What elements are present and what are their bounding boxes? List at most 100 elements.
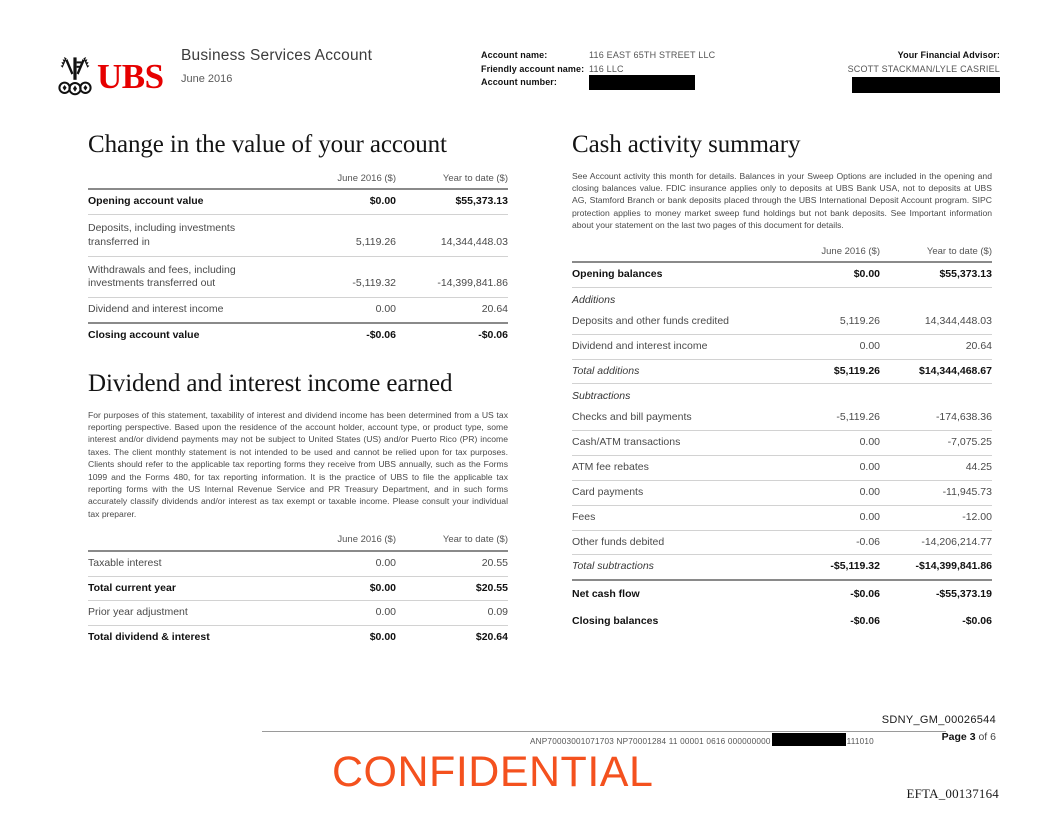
col-header-june: June 2016 ($) [821, 245, 880, 257]
table-row: Opening account value $0.00 $55,373.13 [88, 188, 508, 215]
row-label: Dividend and interest income [88, 297, 284, 325]
confidential-watermark: CONFIDENTIAL [332, 748, 654, 796]
row-june: -0.06 [768, 530, 880, 556]
row-label: Opening balances [572, 261, 768, 288]
bates-number: SDNY_GM_00026544 [881, 714, 996, 726]
table-row: Total dividend & interest $0.00 $20.64 [88, 626, 508, 650]
page-label: Page [941, 731, 967, 743]
row-june: 0.00 [768, 430, 880, 456]
row-label: Checks and bill payments [572, 406, 768, 432]
table-row: Fees 0.00 -12.00 [572, 505, 992, 531]
page-total: 6 [990, 731, 996, 743]
row-ytd: 20.64 [880, 334, 992, 360]
table-row: Total additions $5,119.26 $14,344,468.67 [572, 359, 992, 385]
row-label: Total dividend & interest [88, 631, 210, 644]
row-ytd: 14,344,448.03 [880, 309, 992, 335]
footer-divider [262, 731, 946, 732]
row-label: Card payments [572, 480, 768, 506]
col-header-blank [88, 534, 284, 551]
account-number-label: Account number: [481, 77, 558, 87]
financial-advisor-name: SCOTT STACKMAN/LYLE CASRIEL [847, 63, 1000, 74]
row-ytd: 20.64 [396, 297, 508, 325]
table-row: Total current year $0.00 $20.55 [88, 576, 508, 602]
row-june: 5,119.26 [284, 214, 396, 257]
account-name-row: Account name: 116 EAST 65TH STREET LLC [481, 49, 715, 63]
row-june: -5,119.26 [768, 406, 880, 432]
row-label: Fees [572, 505, 768, 531]
table-row: Net cash flow -$0.06 -$55,373.19 [572, 580, 992, 608]
table-row: Dividend and interest income 0.00 20.64 [572, 334, 992, 360]
row-ytd: 44.25 [880, 455, 992, 481]
ubs-three-keys-icon [55, 55, 95, 97]
row-ytd: 0.09 [396, 600, 508, 627]
row-ytd: $20.55 [396, 576, 508, 602]
row-june: 0.00 [284, 600, 396, 627]
friendly-account-name-value: 116 LLC [589, 63, 624, 74]
col-header-blank [572, 246, 768, 263]
table-row: Card payments 0.00 -11,945.73 [572, 480, 992, 506]
row-june: -5,119.32 [284, 256, 396, 299]
table-row: Total subtractions -$5,119.32 -$14,399,8… [572, 554, 992, 582]
row-june: -$5,119.32 [768, 554, 880, 582]
row-ytd: $20.64 [475, 631, 508, 644]
row-label: Closing account value [88, 329, 200, 342]
row-june [768, 384, 880, 406]
tracking-code-suffix: 111010 [846, 737, 874, 746]
row-ytd: -12.00 [880, 505, 992, 531]
row-ytd: -14,399,841.86 [396, 256, 508, 299]
account-identity-block: Account name: 116 EAST 65TH STREET LLC F… [481, 49, 715, 90]
row-june: $0.00 [768, 261, 880, 288]
document-title-block: Business Services Account June 2016 [181, 47, 372, 85]
col-header-ytd: Year to date ($) [926, 245, 992, 257]
row-label: Additions [572, 293, 616, 306]
row-label: Net cash flow [572, 588, 640, 601]
advisor-id-redaction [852, 77, 1000, 93]
table-row: Cash/ATM transactions 0.00 -7,075.25 [572, 430, 992, 456]
dividend-disclaimer: For purposes of this statement, taxabili… [88, 409, 508, 519]
row-june: -$0.06 [850, 615, 880, 628]
row-ytd: -174,638.36 [880, 406, 992, 432]
table-header-row: June 2016 ($) Year to date ($) [88, 173, 508, 190]
table-row: Deposits and other funds credited 5,119.… [572, 309, 992, 335]
cash-activity-table: June 2016 ($) Year to date ($) Opening b… [572, 246, 992, 635]
row-label: Cash/ATM transactions [572, 430, 768, 456]
table-subheader-row: Subtractions [572, 384, 992, 406]
row-label: Total subtractions [572, 554, 768, 582]
tracking-code-redaction [771, 733, 846, 746]
ubs-logo: UBS [55, 55, 164, 97]
row-june: -$0.06 [366, 329, 396, 342]
exhibit-id: EFTA_00137164 [906, 786, 999, 801]
row-label: ATM fee rebates [572, 455, 768, 481]
row-june: 0.00 [768, 334, 880, 360]
document-period: June 2016 [181, 72, 233, 85]
cash-activity-note: See Account activity this month for deta… [572, 170, 992, 231]
right-column: Cash activity summary See Account activi… [572, 131, 992, 635]
row-ytd: -$14,399,841.86 [880, 554, 992, 582]
col-header-june: June 2016 ($) [337, 172, 396, 184]
friendly-account-name-row: Friendly account name: 116 LLC [481, 63, 715, 77]
account-number-row: Account number: [481, 75, 715, 90]
row-label: Opening account value [88, 188, 284, 215]
row-ytd: $55,373.13 [880, 261, 992, 288]
row-label: Prior year adjustment [88, 600, 284, 627]
cash-activity-title: Cash activity summary [572, 131, 801, 158]
change-in-value-table: June 2016 ($) Year to date ($) Opening a… [88, 173, 508, 349]
table-row: Prior year adjustment 0.00 0.09 [88, 600, 508, 627]
row-june: 0.00 [768, 505, 880, 531]
row-june: $0.00 [369, 631, 396, 644]
page-number: 3 [969, 731, 976, 743]
row-june: 0.00 [768, 480, 880, 506]
table-row: Other funds debited -0.06 -14,206,214.77 [572, 530, 992, 556]
row-label: Total current year [88, 576, 284, 602]
left-column: Change in the value of your account June… [88, 131, 508, 650]
col-header-ytd: Year to date ($) [442, 172, 508, 184]
account-number-redaction [589, 75, 695, 90]
table-row: Taxable interest 0.00 20.55 [88, 549, 508, 577]
table-subheader-row: Additions [572, 287, 992, 309]
row-june [768, 287, 880, 309]
row-june: 0.00 [284, 297, 396, 325]
tracking-code-prefix: ANP70003001071703 NP70001284 11 00001 06… [530, 737, 771, 746]
dividend-section-title: Dividend and interest income earned [88, 370, 453, 398]
row-label: Other funds debited [572, 530, 768, 556]
row-label: Subtractions [572, 390, 631, 403]
